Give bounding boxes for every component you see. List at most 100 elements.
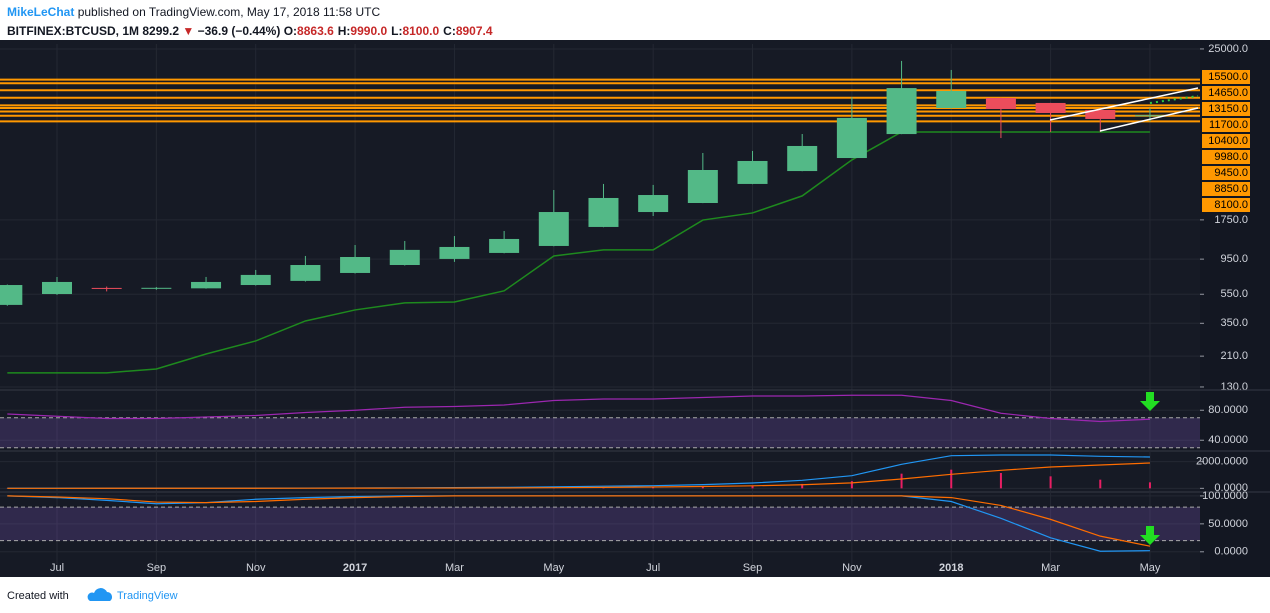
ohlc-key: O: [283, 24, 298, 38]
candle-body [240, 274, 271, 286]
ohlc: O:8863.6 H:9990.0 L:8100.0 C:8907.4 [284, 24, 497, 38]
candle-body [588, 197, 619, 227]
candle-body [936, 90, 967, 108]
candle-body [340, 256, 371, 273]
level-label: 9450.0 [1214, 167, 1248, 179]
y-tick-label: 130.0 [1220, 381, 1248, 393]
level-label-bg [1202, 198, 1250, 212]
last: 8299.2 [142, 24, 180, 38]
arrow-icon [1140, 392, 1160, 411]
x-tick-label: 2018 [939, 562, 963, 574]
candle-body [1035, 102, 1066, 113]
candle-body [439, 246, 470, 259]
candle-body [787, 145, 818, 172]
x-tick-label: May [1140, 562, 1161, 574]
candle-body [389, 249, 420, 266]
y-tick-label: 2000.0000 [1196, 456, 1248, 468]
x-tick-label: Jul [646, 562, 660, 574]
level-label: 8100.0 [1214, 199, 1248, 211]
level-label-bg [1202, 166, 1250, 180]
level-label: 9980.0 [1214, 151, 1248, 163]
x-tick-label: Mar [1041, 562, 1060, 574]
trend-line [1049, 87, 1199, 121]
change: −36.9 (−0.44%) [197, 24, 281, 38]
candle-body [687, 169, 718, 204]
y-tick-label: 950.0 [1220, 253, 1248, 265]
ohlc-key: H: [337, 24, 351, 38]
projection [1149, 95, 1199, 104]
candle-body [489, 238, 520, 253]
footer-brand: TradingView [117, 590, 178, 602]
level-label: 8850.0 [1214, 183, 1248, 195]
symbol: BITFINEX:BTCUSD, 1M [7, 24, 139, 38]
y-tick-label: 350.0 [1220, 317, 1248, 329]
y-tick-label: 80.0000 [1208, 404, 1248, 416]
histogram-bar [900, 473, 903, 489]
footer-bg [0, 577, 1270, 613]
logo [87, 588, 113, 601]
candle-body [290, 265, 321, 281]
x-tick-label: Nov [842, 562, 862, 574]
level-label-bg [1202, 150, 1250, 164]
author: MikeLeChat [7, 5, 75, 19]
arrow-icon [1140, 526, 1160, 545]
x-tick-label: May [543, 562, 564, 574]
y-tick-label: 0.0000 [1214, 482, 1248, 494]
y-tick-label: 25000.0 [1208, 43, 1248, 55]
histogram-bar [801, 483, 804, 489]
level-label-bg [1202, 134, 1250, 148]
level-label: 10400.0 [1208, 135, 1248, 147]
indicator-line [7, 495, 1151, 547]
histogram-bar [1148, 482, 1151, 489]
header: MikeLeChat published on TradingView.com,… [7, 3, 497, 41]
histogram-bar [1099, 479, 1102, 489]
level-label-bg [1202, 70, 1250, 84]
candle-body [737, 160, 768, 184]
band-fill [0, 417, 1200, 448]
x-tick-label: Sep [743, 562, 763, 574]
histogram-bar [950, 469, 953, 489]
y-tick-label: 0.0000 [1214, 546, 1248, 558]
level-label: 15500.0 [1208, 71, 1248, 83]
published: published on TradingView.com, May 17, 20… [77, 5, 381, 19]
candle-body [141, 287, 172, 289]
x-tick-label: Sep [147, 562, 167, 574]
band-fill [0, 507, 1200, 541]
candle-body [1134, 115, 1165, 117]
x-tick-label: 2017 [343, 562, 367, 574]
candle-body [985, 97, 1016, 110]
ohlc-value: 8907.4 [455, 24, 493, 38]
x-tick-label: Jul [50, 562, 64, 574]
y-tick-label: 100.0000 [1202, 490, 1248, 502]
level-label-bg [1202, 102, 1250, 116]
y-tick-label: 1750.0 [1214, 214, 1248, 226]
level-label-bg [1202, 86, 1250, 100]
level-label: 11700.0 [1209, 119, 1248, 131]
indicator-line [7, 394, 1150, 423]
y-tick-label: 40.0000 [1208, 434, 1248, 446]
histogram-bar [1049, 476, 1052, 489]
candle-body [886, 88, 917, 135]
ohlc-value: 8863.6 [297, 24, 334, 38]
level-label: 14650.0 [1208, 87, 1248, 99]
footer-text: Created with [7, 590, 69, 602]
x-tick-label: Nov [246, 562, 266, 574]
histogram-bar [850, 481, 853, 489]
indicator-line [7, 462, 1150, 489]
y-tick-label: 550.0 [1220, 288, 1248, 300]
y-tick-label: 210.0 [1220, 350, 1248, 362]
histogram-bar [701, 486, 704, 489]
candle-body [538, 212, 569, 246]
ohlc-key: C: [443, 24, 456, 38]
level-label: 13150.0 [1208, 103, 1248, 115]
histogram-bar [999, 473, 1002, 489]
trend-line [1099, 107, 1199, 132]
candle-body [638, 195, 669, 213]
candle-body [1085, 109, 1116, 119]
candle-body [191, 281, 222, 289]
ohlc-value: 8100.0 [402, 24, 440, 38]
arrow: ▼ [182, 24, 195, 38]
ohlc-key: L: [391, 24, 403, 38]
histogram-bar [751, 485, 754, 489]
histogram-bar [652, 486, 655, 489]
